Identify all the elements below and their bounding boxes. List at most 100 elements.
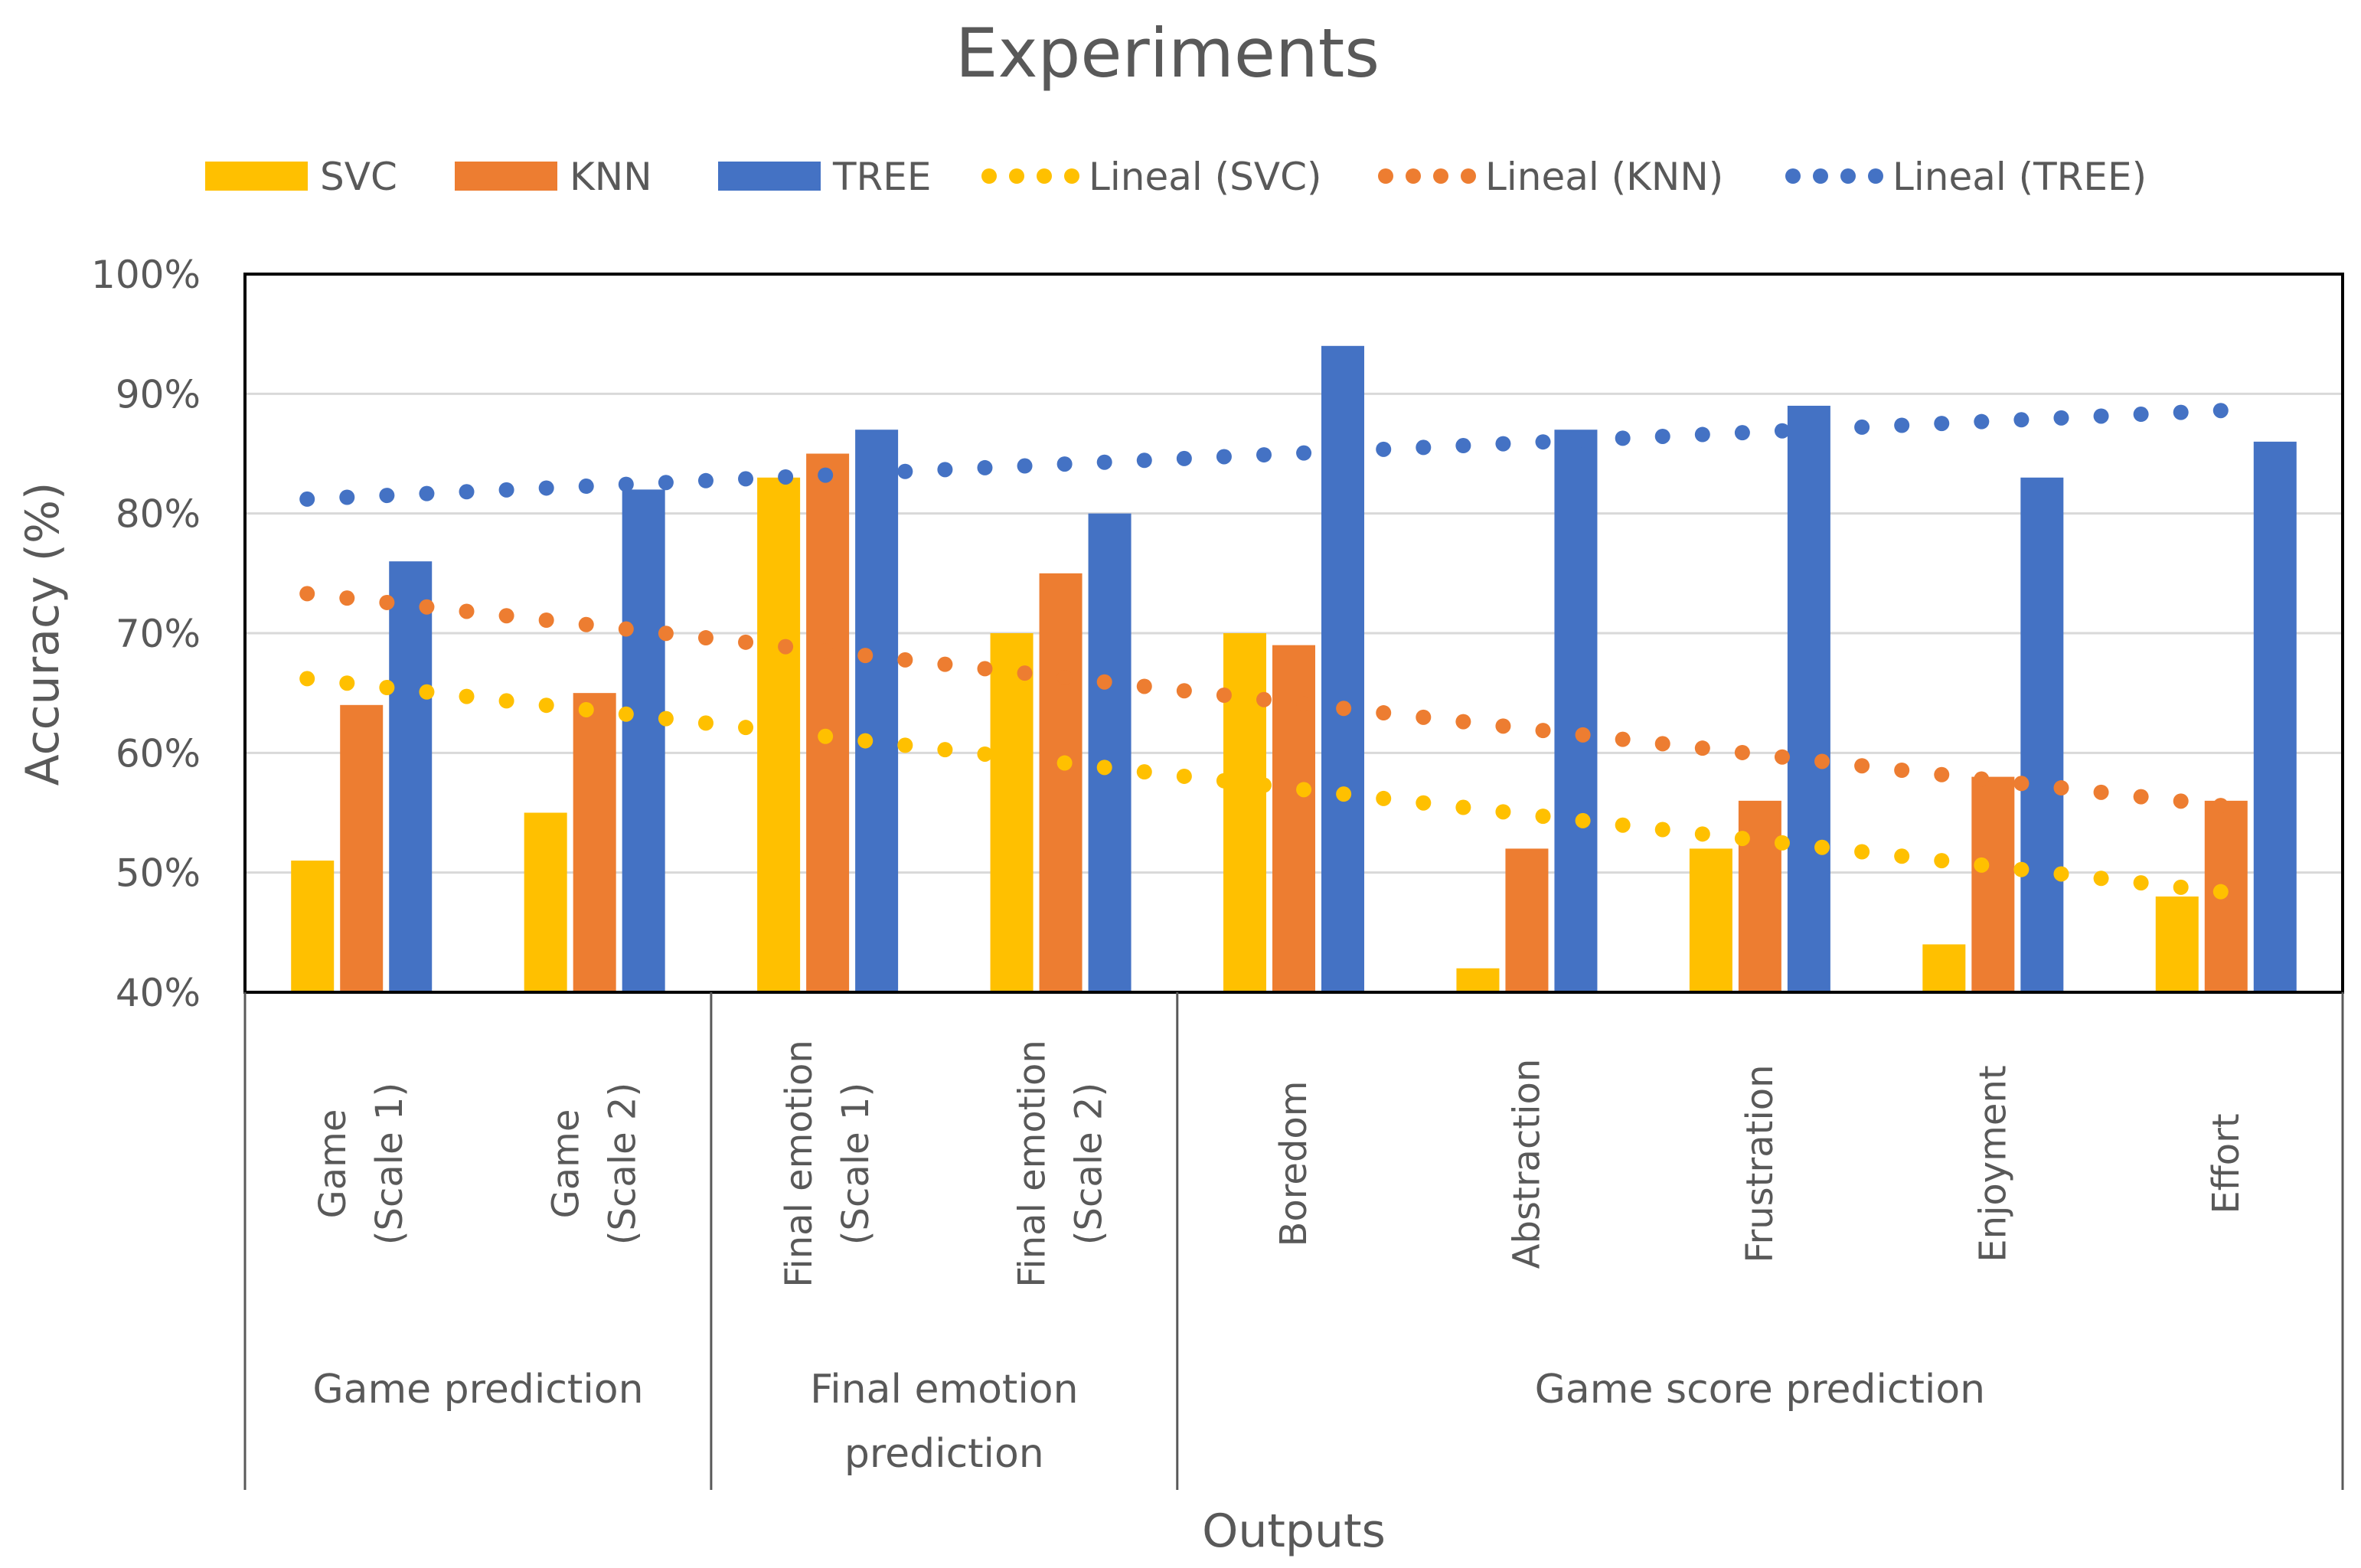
- trendline-dot: [299, 586, 315, 602]
- trendline-dot: [1814, 839, 1830, 855]
- x-category-label: Game (Scale 2): [545, 1083, 645, 1245]
- x-tick-label: (Scale 1): [834, 1083, 877, 1245]
- trendline-dot: [1376, 441, 1392, 457]
- y-tick-label: 40%: [116, 971, 201, 1015]
- trendline-dot: [1575, 812, 1591, 828]
- bar-svc: [524, 812, 567, 992]
- trendline-dot: [1894, 848, 1910, 864]
- trendline-dot: [778, 469, 794, 485]
- trendline-dot: [299, 491, 315, 507]
- trendline-dot: [2053, 410, 2069, 426]
- bar-tree: [1321, 345, 1364, 992]
- x-tick-label: Abstraction: [1505, 1059, 1548, 1269]
- bar-knn: [806, 453, 850, 992]
- trendline-dot: [379, 594, 395, 610]
- trendline-dot: [1774, 423, 1790, 439]
- trendline-dot: [1854, 758, 1870, 774]
- trendline-dot: [1934, 853, 1950, 869]
- legend-dot-lineal-knn: [1378, 168, 1393, 184]
- trendline-dot: [778, 724, 794, 740]
- trendline-dot: [897, 463, 913, 479]
- trendline-dot: [977, 661, 993, 677]
- trendline-dot: [1615, 817, 1631, 833]
- x-tick-label: Game: [545, 1109, 588, 1219]
- trendline-dot: [1694, 740, 1710, 756]
- bar-tree: [2020, 477, 2064, 992]
- y-tick-label: 90%: [116, 372, 201, 416]
- trendline-dot: [1416, 709, 1432, 725]
- bars: [291, 345, 2297, 992]
- bar-knn: [1272, 645, 1315, 992]
- x-axis-categories: Game (Scale 1) Game (Scale 2) Final emotion (…: [312, 1040, 2248, 1287]
- trendline-dot: [1814, 421, 1830, 437]
- trendline-dot: [937, 656, 953, 672]
- trendline-dot: [1774, 749, 1790, 765]
- x-tick-label: (Scale 2): [602, 1083, 645, 1245]
- trendline-dot: [498, 482, 514, 498]
- trendline-dot: [1694, 426, 1710, 443]
- trendline-dot: [1495, 718, 1511, 734]
- chart-title: Experiments: [955, 14, 1380, 93]
- trendline-dot: [1256, 777, 1272, 793]
- trendline-dot: [339, 675, 355, 691]
- bar-svc: [1689, 848, 1732, 992]
- trendline-dot: [937, 742, 953, 758]
- trendline-lineal-tree: [299, 403, 2229, 507]
- trendline-dot: [818, 467, 834, 483]
- legend-dot-lineal-knn: [1461, 168, 1476, 184]
- legend-dot-lineal-svc: [1064, 168, 1079, 184]
- legend-swatch-tree: [718, 162, 821, 191]
- bar-knn: [1971, 776, 2015, 992]
- trendline-dot: [1376, 790, 1392, 806]
- trendline-dot: [1934, 766, 1950, 782]
- legend-swatch-svc: [205, 162, 308, 191]
- trendline-dot: [1854, 419, 1870, 435]
- legend-dot-lineal-tree: [1840, 168, 1856, 184]
- trendline-dot: [697, 472, 714, 488]
- x-category-label: Final emotion (Scale 2): [1011, 1040, 1111, 1287]
- trendline-dot: [2133, 789, 2149, 805]
- y-tick-label: 100%: [91, 253, 201, 297]
- bar-svc: [990, 633, 1034, 992]
- x-tick-label: Game: [312, 1109, 354, 1219]
- bar-svc: [1922, 944, 1966, 992]
- trendline-dot: [1096, 760, 1112, 776]
- x-category-label: Enjoyment: [1971, 1065, 2014, 1262]
- trendline-dot: [977, 459, 993, 475]
- trendline-dot: [1296, 696, 1312, 712]
- trendline-dot: [538, 612, 554, 628]
- trendline-dot: [1734, 425, 1750, 441]
- group-label-game-prediction: Game prediction: [312, 1367, 643, 1413]
- trendline-dot: [1176, 768, 1192, 784]
- trendline-dot: [1416, 439, 1432, 456]
- bar-tree: [1787, 405, 1830, 992]
- trendline-dot: [1136, 452, 1152, 469]
- y-tick-label: 70%: [116, 612, 201, 656]
- trendline-dot: [1694, 826, 1710, 842]
- y-axis-title: Accuracy (%): [16, 482, 70, 786]
- trendline-dot: [419, 485, 435, 501]
- trendline-dot: [379, 680, 395, 696]
- trendline-dot: [339, 489, 355, 505]
- trendline-dot: [538, 697, 554, 714]
- legend-swatch-knn: [455, 162, 557, 191]
- legend-label-lineal-tree: Lineal (TREE): [1892, 155, 2147, 199]
- trendline-dot: [2212, 798, 2229, 814]
- trendline-dot: [937, 462, 953, 478]
- trendline-dot: [1056, 456, 1073, 472]
- trendline-dot: [1615, 731, 1631, 747]
- bar-tree: [1554, 430, 1598, 992]
- trendline-dot: [1894, 417, 1910, 433]
- legend-dot-lineal-knn: [1406, 168, 1421, 184]
- legend-dot-lineal-svc: [981, 168, 997, 184]
- legend-dot-lineal-tree: [1868, 168, 1883, 184]
- trendline-dot: [2173, 879, 2189, 895]
- trendline-dot: [658, 475, 674, 491]
- trendline-dot: [1654, 428, 1670, 444]
- trendline-lineal-svc: [299, 671, 2229, 900]
- trendline-dot: [2133, 407, 2149, 423]
- trendline-dot: [1894, 763, 1910, 779]
- trendline-dot: [1774, 835, 1790, 851]
- group-label-game-score-prediction: Game score prediction: [1535, 1367, 1985, 1413]
- trendline-dot: [2212, 884, 2229, 900]
